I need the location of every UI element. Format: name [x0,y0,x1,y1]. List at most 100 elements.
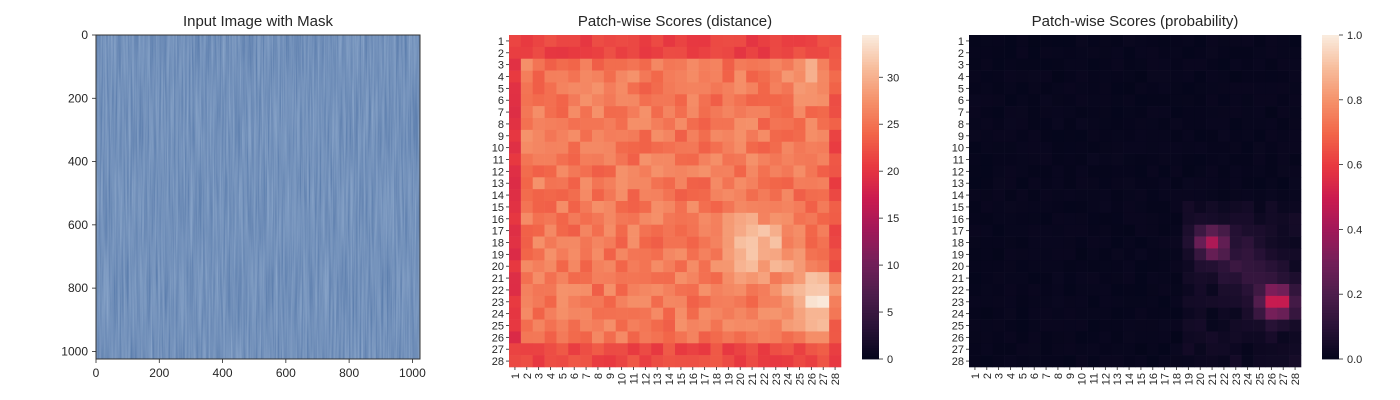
heatmap-cell [556,236,569,249]
heatmap-cell [568,58,581,71]
heatmap-cell [734,58,747,71]
heatmap-cell [758,212,771,226]
heatmap-cell [615,248,628,261]
heatmap-cell [1265,118,1278,131]
heatmap-cell [969,343,982,356]
row-label: 27 [492,344,504,356]
row-label: 26 [952,332,964,344]
heatmap-cell [1170,46,1183,60]
heatmap-cell [746,58,759,71]
heatmap-cell [1182,58,1195,71]
col-label: 2 [522,373,534,379]
heatmap-cell [1170,153,1183,166]
row-label: 22 [492,285,504,297]
heatmap-cell [651,236,664,249]
heatmap-cell [615,82,628,95]
heatmap-cell [817,319,830,332]
heatmap-cell [1016,355,1029,368]
input-image [96,35,420,359]
heatmap-cell [1194,82,1207,95]
heatmap-cell [1277,106,1290,119]
heatmap-cell [639,189,652,202]
heatmap-cell [980,260,994,273]
heatmap-cell [746,189,759,202]
heatmap-cell [1052,177,1065,190]
heatmap-cell [698,35,711,48]
heatmap-cell [793,165,806,178]
heatmap-cell [722,272,735,285]
heatmap-cell [1218,82,1231,95]
heatmap-cell [615,118,628,131]
row-label: 1 [958,36,964,48]
heatmap-cell [686,343,700,356]
heatmap-cell [1277,272,1290,285]
heatmap-cell [1194,35,1207,48]
heatmap-cell [1218,46,1231,60]
heatmap-cell [829,307,842,320]
heatmap-cell [532,201,545,214]
heatmap-cell [1087,141,1100,154]
heatmap-cell [980,319,994,332]
heatmap-cell [568,224,581,237]
heatmap-cell [556,272,569,285]
heatmap-cell [603,272,617,285]
heatmap-cell [509,236,522,249]
colorbar-segment [1322,348,1339,352]
heatmap-cell [1075,94,1088,107]
heatmap-cell [686,94,700,107]
row-label: 16 [492,214,504,226]
heatmap-cell [639,201,652,214]
colorbar-segment [862,78,879,82]
heatmap-cell [710,106,723,119]
heatmap-cell [980,82,994,95]
colorbar-segment [862,94,879,98]
heatmap-cell [580,189,593,202]
heatmap-cell [520,153,534,166]
heatmap-cell [1289,307,1302,320]
heatmap-cell [781,82,794,95]
heatmap-cell [1040,260,1053,273]
heatmap-cell [532,307,545,320]
heatmap-cell [829,118,842,131]
heatmap-cell [592,153,605,166]
heatmap-cell [1111,94,1124,107]
heatmap-cell [627,319,640,332]
heatmap-cell [829,212,842,226]
heatmap-cell [1087,355,1100,368]
heatmap-cell [1075,165,1088,178]
heatmap-cell [544,129,557,143]
heatmap-cell [651,82,664,95]
heatmap-cell [556,82,569,95]
heatmap-cell [603,106,617,119]
heatmap-cell [1253,307,1266,320]
heatmap-cell [1194,201,1207,214]
heatmap-cell [1099,153,1112,166]
heatmap-cell [1052,201,1065,214]
heatmap-cell [1123,106,1136,119]
heatmap-cell [805,141,818,154]
heatmap-cell [1170,70,1183,83]
colorbar-segment [1322,116,1339,120]
heatmap-cell [663,236,676,249]
heatmap-cell [1265,177,1278,190]
heatmap-cell [1206,165,1219,178]
heatmap-cell [1135,212,1148,226]
heatmap-cell [1218,153,1231,166]
heatmap-cell [1063,272,1077,285]
heatmap-cell [544,224,557,237]
heatmap-cell [1218,224,1231,237]
heatmap-cell [698,165,711,178]
heatmap-cell [686,355,700,368]
heatmap-cell [1265,248,1278,261]
heatmap-cell [722,82,735,95]
heatmap-cell [698,224,711,237]
heatmap-cell [734,129,747,143]
heatmap-cell [1111,177,1124,190]
heatmap-cell [1075,260,1088,273]
heatmap-cell [509,307,522,320]
heatmap-cell [1087,94,1100,107]
heatmap-cell [627,355,640,368]
colorbar-segment [862,89,879,93]
heatmap-cell [651,331,664,344]
heatmap-cell [1123,165,1136,178]
